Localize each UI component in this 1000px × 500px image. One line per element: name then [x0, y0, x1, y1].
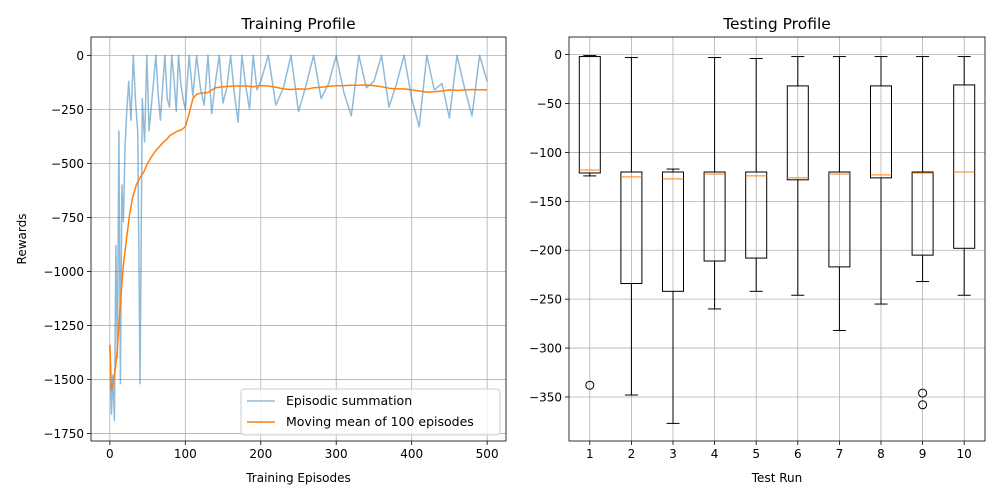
testing-y-tick-label: −300: [529, 342, 562, 356]
iqr-box: [578, 56, 601, 174]
training-x-tick-label: 400: [400, 447, 423, 461]
training-x-tick-label: 300: [325, 447, 348, 461]
testing-y-tick-label: −100: [529, 146, 562, 160]
testing-profile-title: Testing Profile: [722, 15, 831, 33]
legend-label-episodic: Episodic summation: [286, 393, 412, 408]
testing-x-axis-label: Test Run: [751, 471, 802, 485]
testing-x-tick-label: 9: [919, 447, 927, 461]
training-y-tick-label: −250: [51, 103, 84, 117]
testing-x-tick-label: 2: [628, 447, 636, 461]
moving-mean-line: [109, 84, 488, 391]
legend-box: [240, 388, 501, 436]
testing-y-tick-label: −50: [537, 97, 562, 111]
testing-x-ticks: 1 2 3 4 5 6 7 8 9 10: [586, 441, 972, 461]
iqr-box: [662, 171, 684, 292]
training-y-tick-label: −500: [51, 157, 84, 171]
training-y-ticks: 0 −250 −500 −750 −1000 −1250 −1500 −1750: [43, 49, 91, 441]
box-test-run-5: [745, 58, 768, 292]
training-x-ticks: 0 100 200 300 400 500: [106, 441, 499, 461]
outlier-point: [918, 400, 928, 410]
box-test-run-1: [578, 55, 601, 390]
box-test-run-2: [620, 57, 643, 396]
testing-grid: [569, 37, 985, 441]
box-test-run-8: [870, 56, 892, 305]
testing-y-tick-label: 0: [554, 48, 562, 62]
training-x-tick-label: 200: [249, 447, 272, 461]
training-y-tick-label: −1250: [43, 319, 84, 333]
box-test-run-7: [828, 56, 851, 331]
training-axes-frame: [90, 36, 507, 442]
iqr-box: [953, 84, 976, 249]
iqr-box: [911, 171, 934, 256]
testing-profile-panel: Testing Profile 1 2 3 4 5 6 7 8 9 10 0 −50 −100 −150…: [529, 15, 986, 485]
iqr-box: [745, 171, 768, 259]
testing-y-tick-label: −200: [529, 244, 562, 258]
training-y-axis-label: Rewards: [15, 214, 29, 265]
testing-x-tick-label: 7: [836, 447, 844, 461]
box-test-run-9: [911, 56, 934, 410]
training-grid: [91, 37, 506, 441]
training-x-tick-label: 500: [476, 447, 499, 461]
training-profile-panel: Training Profile 0 100 200 300 400 500 0 −250 −…: [15, 15, 507, 485]
testing-x-tick-label: 4: [711, 447, 719, 461]
iqr-box: [828, 171, 851, 268]
box-test-run-3: [662, 168, 684, 424]
training-x-axis-label: Training Episodes: [245, 471, 351, 485]
outlier-point: [918, 388, 928, 398]
testing-axes-frame: [568, 36, 986, 442]
box-test-run-4: [703, 57, 726, 310]
testing-x-tick-label: 3: [669, 447, 677, 461]
episodic-summation-line: [109, 54, 488, 422]
training-series: [109, 54, 488, 422]
testing-x-tick-label: 10: [957, 447, 972, 461]
iqr-box: [870, 85, 892, 179]
legend-label-moving-mean: Moving mean of 100 episodes: [286, 414, 474, 429]
training-y-tick-label: −750: [51, 211, 84, 225]
training-legend: Episodic summation Moving mean of 100 ep…: [240, 388, 501, 436]
training-x-tick-label: 100: [174, 447, 197, 461]
outlier-point: [585, 380, 595, 390]
training-profile-title: Training Profile: [240, 15, 355, 33]
testing-y-tick-label: −150: [529, 195, 562, 209]
testing-x-tick-label: 8: [877, 447, 885, 461]
box-test-run-6: [786, 56, 809, 296]
testing-y-tick-label: −350: [529, 390, 562, 404]
iqr-box: [703, 171, 726, 262]
testing-boxes: [578, 55, 976, 424]
testing-y-ticks: 0 −50 −100 −150 −200 −250 −300 −350: [529, 48, 569, 404]
iqr-box: [786, 85, 809, 181]
testing-x-tick-label: 5: [752, 447, 760, 461]
training-y-tick-label: −1750: [43, 427, 84, 441]
training-x-tick-label: 0: [106, 447, 114, 461]
testing-x-tick-label: 1: [586, 447, 594, 461]
training-y-tick-label: 0: [76, 49, 84, 63]
iqr-box: [620, 171, 643, 285]
training-y-tick-label: −1500: [43, 373, 84, 387]
box-test-run-10: [953, 56, 976, 296]
training-y-tick-label: −1000: [43, 265, 84, 279]
testing-x-tick-label: 6: [794, 447, 802, 461]
testing-y-tick-label: −250: [529, 293, 562, 307]
